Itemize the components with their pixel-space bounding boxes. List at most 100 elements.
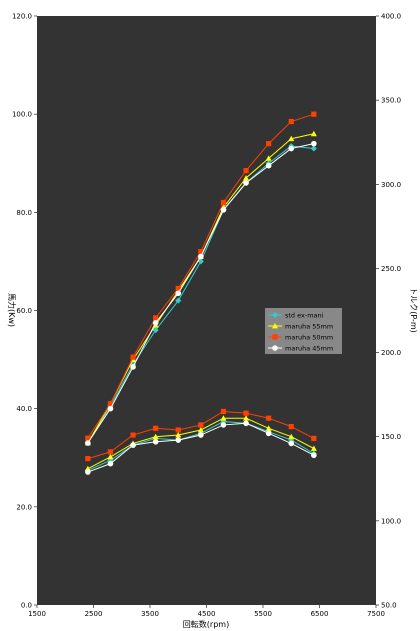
power-point-std-ex-mani	[310, 145, 317, 152]
left-tick-label: 100.0	[12, 111, 32, 119]
legend-marker	[272, 345, 278, 351]
power-point-std-ex-mani	[197, 258, 204, 265]
power-point-maruha-45mm	[198, 253, 204, 260]
torque-point-maruha-45mm	[107, 460, 114, 467]
power-point-maruha-50mm	[288, 118, 294, 125]
power-point-maruha-50mm	[220, 199, 227, 206]
torque-point-maruha-55mm	[152, 433, 159, 440]
torque-point-maruha-50mm	[311, 435, 317, 441]
legend-box	[265, 308, 342, 354]
x-tick-label: 6500	[311, 610, 329, 618]
power-point-maruha-50mm	[153, 315, 159, 321]
power-point-maruha-45mm	[288, 145, 295, 152]
power-point-maruha-45mm	[311, 140, 317, 147]
right-axis-ticks: 50.0 100.0 150.0 200.0 250.0 300.0 350.0 400.0	[376, 13, 401, 610]
torque-point-maruha-45mm	[152, 438, 159, 445]
legend-label: maruha 55mm	[285, 322, 333, 330]
torque-point-maruha-50mm	[198, 422, 204, 428]
right-tick-label: 200.0	[381, 349, 401, 357]
power-point-maruha-45mm	[107, 405, 114, 412]
torque-point-maruha-45mm	[220, 422, 227, 428]
power-point-maruha-55mm	[288, 135, 295, 142]
power-point-maruha-45mm	[85, 440, 91, 446]
legend-label: std ex-mani	[285, 311, 324, 319]
power-point-maruha-55mm	[243, 174, 250, 181]
power-point-maruha-50mm	[175, 285, 181, 292]
power-point-maruha-50mm	[266, 141, 272, 147]
x-tick-label: 3500	[141, 610, 159, 618]
x-tick-label: 1500	[28, 610, 46, 618]
y-right-axis-title: トルク(P-m)	[409, 287, 418, 333]
x-axis-title: 回転数(rpm)	[183, 619, 229, 629]
torque-point-maruha-50mm	[153, 425, 159, 431]
right-tick-label: 350.0	[381, 97, 401, 105]
power-point-maruha-55mm	[265, 155, 272, 161]
power-point-maruha-45mm	[175, 290, 182, 297]
torque-point-maruha-45mm	[85, 469, 91, 475]
torque-point-maruha-45mm	[243, 420, 249, 427]
power-point-maruha-50mm	[243, 168, 249, 174]
right-tick-label: 50.0	[381, 602, 397, 610]
legend-label: maruha 45mm	[285, 344, 333, 352]
left-tick-label: 120.0	[12, 13, 32, 21]
right-tick-label: 150.0	[381, 433, 401, 441]
torque-point-maruha-55mm	[197, 426, 204, 433]
torque-point-maruha-45mm	[288, 440, 295, 447]
right-tick-label: 300.0	[381, 181, 401, 189]
power-point-maruha-45mm	[243, 180, 249, 186]
right-tick-label: 100.0	[381, 517, 401, 525]
legend-marker	[272, 323, 278, 329]
left-tick-label: 40.0	[16, 405, 32, 413]
torque-point-maruha-45mm	[311, 452, 317, 459]
y-left-axis-title: 馬力(Kw)	[7, 293, 17, 327]
right-tick-label: 400.0	[381, 13, 401, 21]
torque-point-maruha-55mm	[220, 415, 227, 421]
series-layer	[84, 111, 317, 475]
power-point-maruha-50mm	[130, 354, 136, 360]
torque-point-maruha-50mm	[175, 427, 181, 433]
x-tick-label: 4500	[198, 610, 216, 618]
legend-marker	[272, 312, 278, 318]
power-point-maruha-50mm	[85, 435, 91, 441]
legend-items: std ex-mani maruha 55mm maruha 50mm maruha …	[268, 311, 333, 352]
torque-point-maruha-55mm	[288, 433, 295, 440]
torque-point-maruha-50mm	[130, 432, 136, 438]
power-point-std-ex-mani	[175, 297, 182, 304]
torque-point-maruha-50mm	[288, 424, 294, 430]
torque-point-maruha-45mm	[265, 430, 272, 437]
x-tick-label: 7500	[367, 610, 385, 618]
power-point-maruha-50mm	[107, 401, 114, 407]
left-tick-label: 80.0	[16, 209, 32, 217]
torque-point-maruha-55mm	[243, 415, 250, 421]
torque-point-maruha-50mm	[243, 410, 249, 416]
left-tick-label: 20.0	[16, 503, 32, 511]
torque-point-maruha-45mm	[175, 437, 182, 443]
power-point-maruha-45mm	[265, 162, 272, 169]
legend-marker	[272, 334, 278, 340]
torque-point-maruha-55mm	[107, 453, 114, 460]
left-axis-ticks: 0.0 20.0 40.0 60.0 80.0 100.0 120.0	[12, 13, 37, 610]
torque-point-maruha-55mm	[310, 445, 317, 451]
torque-point-maruha-55mm	[175, 432, 182, 438]
left-tick-label: 0.0	[21, 602, 32, 610]
torque-point-maruha-45mm	[198, 432, 204, 438]
power-point-maruha-45mm	[220, 207, 227, 213]
power-point-maruha-50mm	[198, 249, 204, 255]
left-tick-label: 60.0	[16, 307, 32, 315]
right-tick-label: 250.0	[381, 265, 401, 273]
x-tick-label: 2500	[85, 610, 103, 618]
torque-point-maruha-50mm	[85, 455, 91, 462]
torque-point-maruha-50mm	[266, 415, 272, 421]
torque-point-maruha-45mm	[130, 442, 136, 448]
power-point-maruha-45mm	[152, 319, 159, 326]
x-tick-label: 5500	[254, 610, 272, 618]
legend-label: maruha 50mm	[285, 333, 333, 341]
power-point-maruha-45mm	[130, 364, 136, 370]
torque-point-maruha-50mm	[107, 449, 114, 455]
legend: std ex-mani maruha 55mm maruha 50mm maruha …	[265, 308, 342, 354]
power-point-maruha-50mm	[311, 111, 317, 117]
torque-point-maruha-55mm	[265, 425, 272, 431]
x-axis-ticks: 1500 2500 3500 4500 5500 6500 7500	[28, 605, 385, 618]
power-point-std-ex-mani	[152, 327, 159, 334]
